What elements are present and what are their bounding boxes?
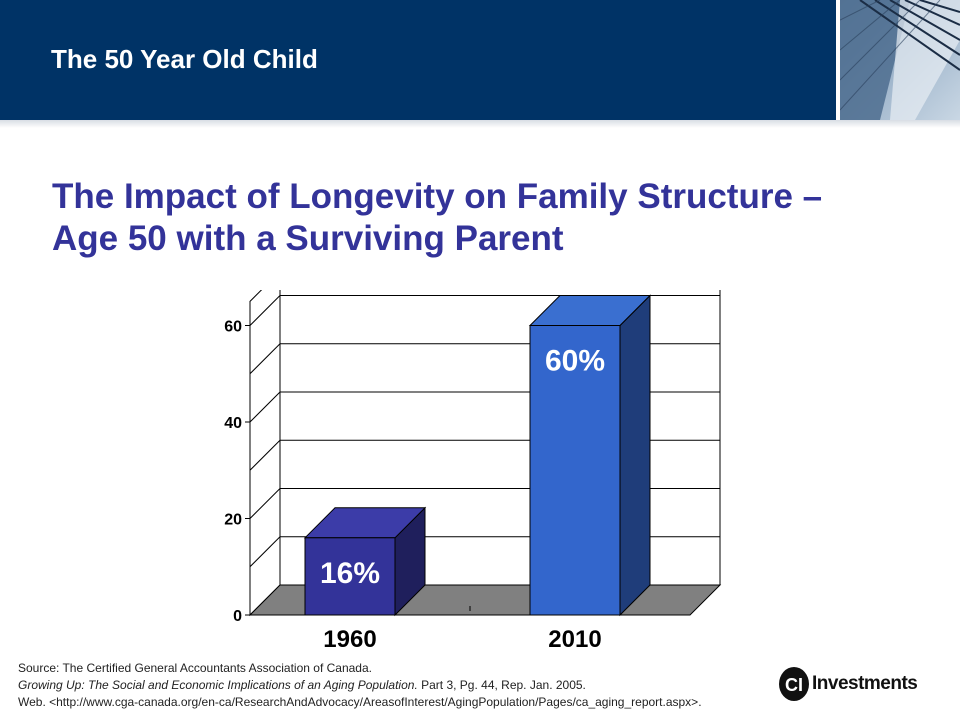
source-publication-details: Part 3, Pg. 44, Rep. Jan. 2005.: [417, 678, 586, 692]
header-divider: [836, 0, 840, 120]
gridline-side: [249, 536, 281, 568]
ci-logo-mark-icon: CI: [779, 667, 809, 701]
y-tick-label: 60: [224, 319, 242, 336]
x-tick-label-1960: 1960: [323, 626, 376, 653]
header-title: The 50 Year Old Child: [51, 44, 318, 74]
y-tick-label: 40: [224, 415, 242, 432]
header-band: The 50 Year Old Child: [0, 0, 836, 120]
slide-title-line-2: Age 50 with a Surviving Parent: [52, 219, 564, 258]
ci-investments-logo: CI Investments: [777, 664, 918, 704]
logo-text: Investments: [812, 673, 918, 694]
y-tick-label: 0: [233, 608, 242, 625]
chart-labels: 16% 1960 60% 2010: [320, 345, 605, 654]
bar-chart: 0 20 40 60 16% 1960 60% 2010: [224, 290, 722, 654]
source-line-1: Source: The Certified General Accountant…: [18, 661, 372, 675]
chart-side-wall: [249, 290, 281, 617]
data-label-2010: 60%: [545, 345, 605, 378]
source-publication-title: Growing Up: The Social and Economic Impl…: [18, 678, 418, 692]
source-citation: Source: The Certified General Accountant…: [18, 660, 778, 711]
gridline-side: [249, 343, 281, 375]
header-shadow: [0, 120, 960, 128]
gridline-side: [249, 439, 281, 471]
gridline-side: [249, 488, 281, 519]
slide-title: The Impact of Longevity on Family Struct…: [52, 176, 932, 260]
source-line-2: Growing Up: The Social and Economic Impl…: [18, 677, 778, 694]
x-tick-label-2010: 2010: [548, 626, 601, 653]
data-label-1960: 16%: [320, 557, 380, 590]
chart-bars: [303, 294, 652, 617]
svg-text:CI: CI: [785, 675, 803, 695]
gridline-side: [249, 391, 281, 423]
source-line-3: Web. <http://www.cga-canada.org/en-ca/Re…: [18, 695, 702, 709]
bar-1960: [304, 537, 396, 616]
slide-title-line-1: The Impact of Longevity on Family Struct…: [52, 177, 823, 216]
bar-side-2010: [619, 294, 651, 617]
y-tick-label: 20: [224, 512, 242, 529]
bar-2010: [529, 325, 621, 616]
header-building-photo: [840, 0, 960, 120]
gridline-side: [249, 295, 281, 326]
